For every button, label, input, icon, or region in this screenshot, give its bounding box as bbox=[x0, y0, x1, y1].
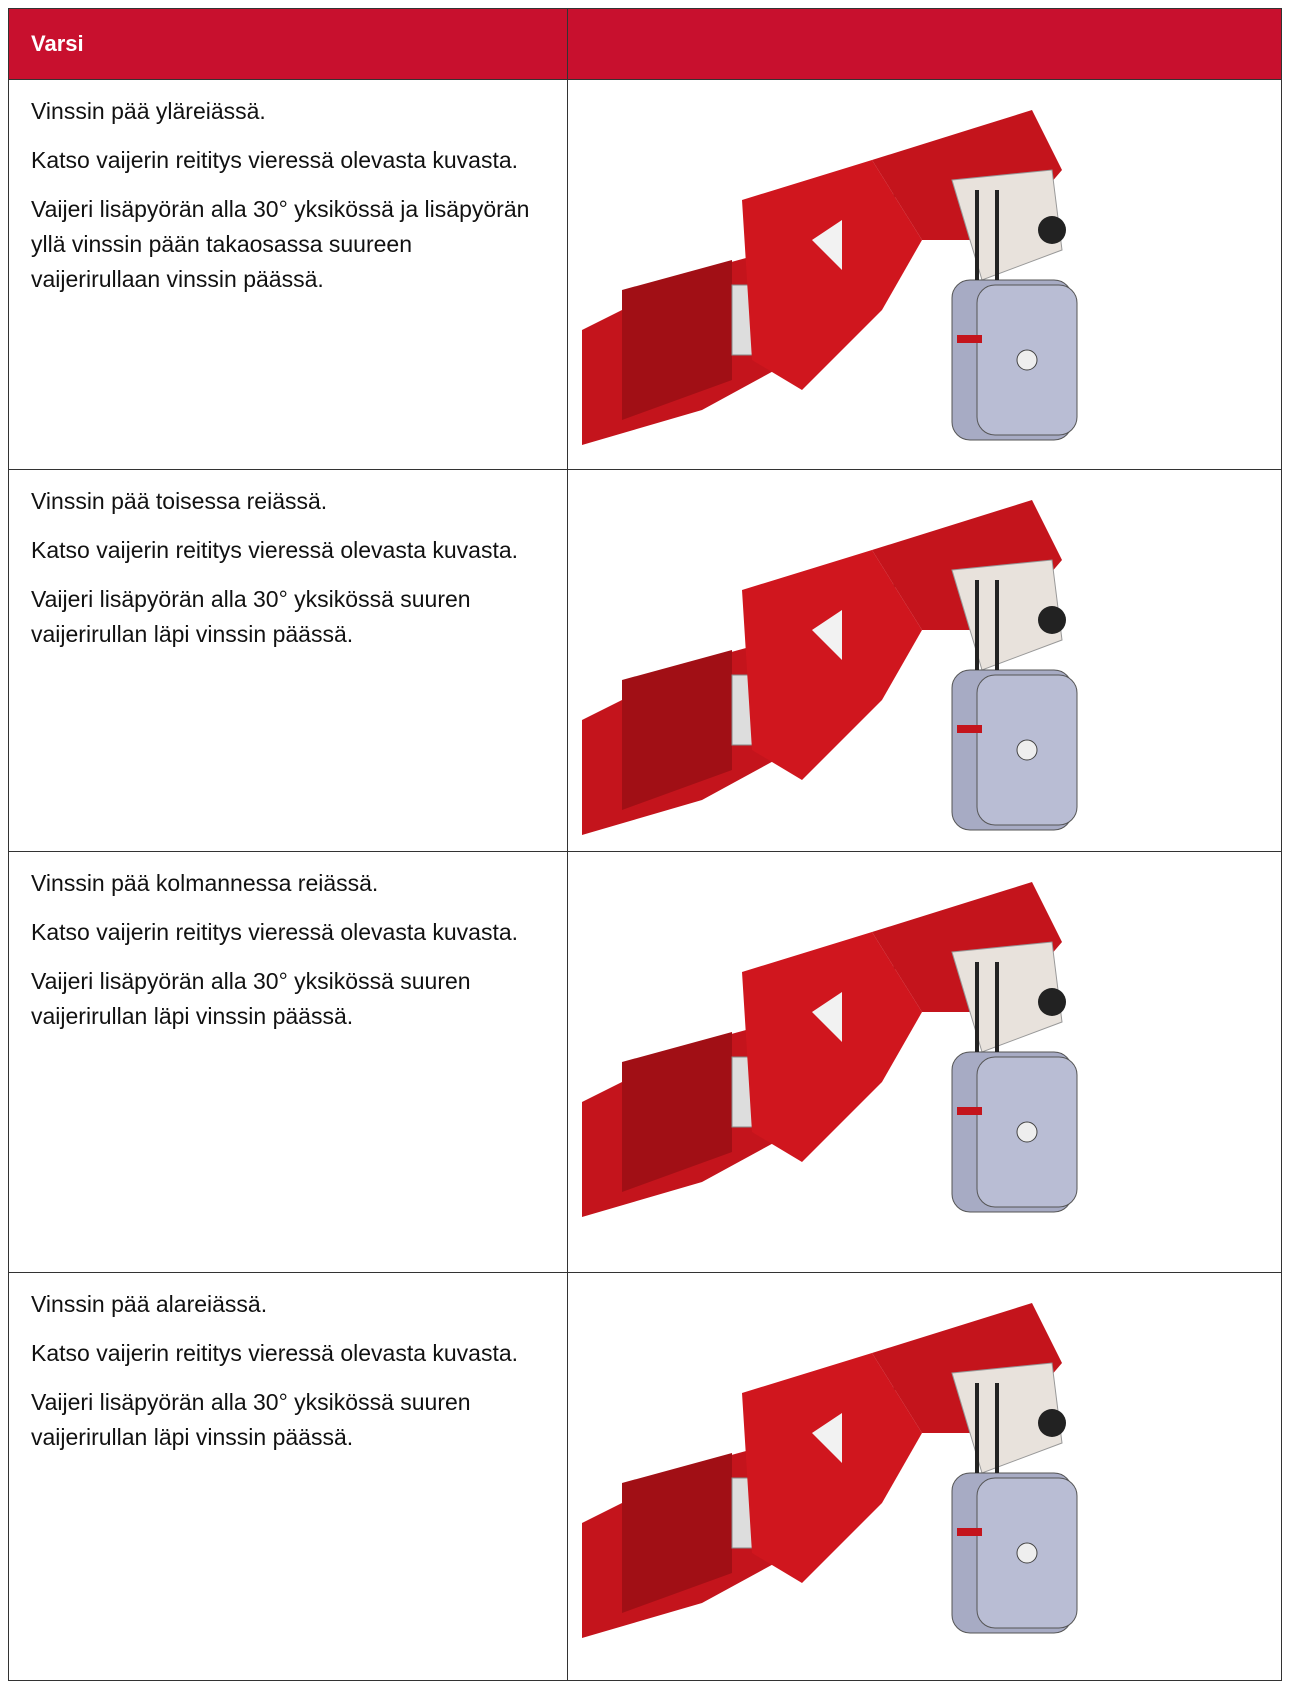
illustration-part bbox=[742, 160, 922, 390]
paragraph: Vaijeri lisäpyörän alla 30° yksikössä ja… bbox=[31, 196, 530, 292]
illustration-part bbox=[812, 220, 842, 270]
table-row: Vinssin pää alareiässä. Katso vaijerin re… bbox=[8, 1272, 1282, 1681]
paragraph: Vinssin pää kolmannessa reiässä. bbox=[31, 870, 379, 896]
illustration-part bbox=[812, 992, 842, 1042]
illustration-part bbox=[957, 335, 982, 343]
illustration-part bbox=[957, 1107, 982, 1115]
paragraph: Vaijeri lisäpyörän alla 30° yksikössä su… bbox=[31, 968, 471, 1029]
illustration-part bbox=[742, 932, 922, 1162]
illustration-part bbox=[812, 610, 842, 660]
illustration-part bbox=[1038, 216, 1066, 244]
header-cell bbox=[567, 8, 1282, 80]
paragraph: Katso vaijerin reititys vieressä olevast… bbox=[31, 537, 519, 563]
table-row: Vinssin pää yläreiässä. Katso vaijerin re… bbox=[8, 79, 1282, 470]
instruction-table: Varsi Vinssin pää yläreiässä. Katso vaije… bbox=[8, 8, 1282, 1681]
paragraph: Vaijeri lisäpyörän alla 30° yksikössä su… bbox=[31, 1389, 471, 1450]
illustration-part bbox=[957, 725, 982, 733]
paragraph: Vaijeri lisäpyörän alla 30° yksikössä su… bbox=[31, 586, 471, 647]
illustration-part bbox=[951, 169, 1063, 281]
illustration-part bbox=[1016, 1542, 1038, 1564]
paragraph: Katso vaijerin reititys vieressä olevast… bbox=[31, 1340, 519, 1366]
table-row: Vinssin pää toisessa reiässä. Katso vaije… bbox=[8, 469, 1282, 852]
illustration-part bbox=[742, 550, 922, 780]
text-cell: Vinssin pää kolmannessa reiässä. Katso va… bbox=[8, 851, 568, 1273]
paragraph: Katso vaijerin reititys vieressä olevast… bbox=[31, 919, 519, 945]
paragraph: Katso vaijerin reititys vieressä olevast… bbox=[31, 147, 519, 173]
machine-illustration bbox=[582, 882, 1078, 1217]
header-row: Varsi bbox=[8, 8, 1282, 80]
illustration-part bbox=[1016, 739, 1038, 761]
illustration-part bbox=[742, 1353, 922, 1583]
illustration-part bbox=[622, 650, 732, 810]
illustration-part bbox=[1038, 988, 1066, 1016]
paragraph: Vinssin pää toisessa reiässä. bbox=[31, 488, 328, 514]
text-cell: Vinssin pää yläreiässä. Katso vaijerin re… bbox=[8, 79, 568, 470]
machine-illustration bbox=[582, 1303, 1078, 1638]
image-cell bbox=[567, 851, 1282, 1273]
illustration-part bbox=[1016, 1121, 1038, 1143]
image-cell bbox=[567, 79, 1282, 470]
image-cell bbox=[567, 1272, 1282, 1681]
illustration-part bbox=[622, 1032, 732, 1192]
illustration-part bbox=[1016, 349, 1038, 371]
text-cell: Vinssin pää toisessa reiässä. Katso vaije… bbox=[8, 469, 568, 852]
illustration-part bbox=[622, 1453, 732, 1613]
illustration-part bbox=[812, 1413, 842, 1463]
illustration-part bbox=[957, 1528, 982, 1536]
machine-illustration bbox=[582, 110, 1078, 445]
paragraph: Vinssin pää yläreiässä. bbox=[31, 98, 266, 124]
illustration-part bbox=[1038, 606, 1066, 634]
table-row: Vinssin pää kolmannessa reiässä. Katso va… bbox=[8, 851, 1282, 1273]
image-cell bbox=[567, 469, 1282, 852]
header-title: Varsi bbox=[8, 8, 568, 80]
paragraph: Vinssin pää alareiässä. bbox=[31, 1291, 268, 1317]
illustration-part bbox=[951, 559, 1063, 671]
illustration-part bbox=[951, 1362, 1063, 1474]
illustration-part bbox=[951, 941, 1063, 1053]
illustration-part bbox=[1038, 1409, 1066, 1437]
illustration-part bbox=[622, 260, 732, 420]
text-cell: Vinssin pää alareiässä. Katso vaijerin re… bbox=[8, 1272, 568, 1681]
machine-illustration bbox=[582, 500, 1078, 835]
